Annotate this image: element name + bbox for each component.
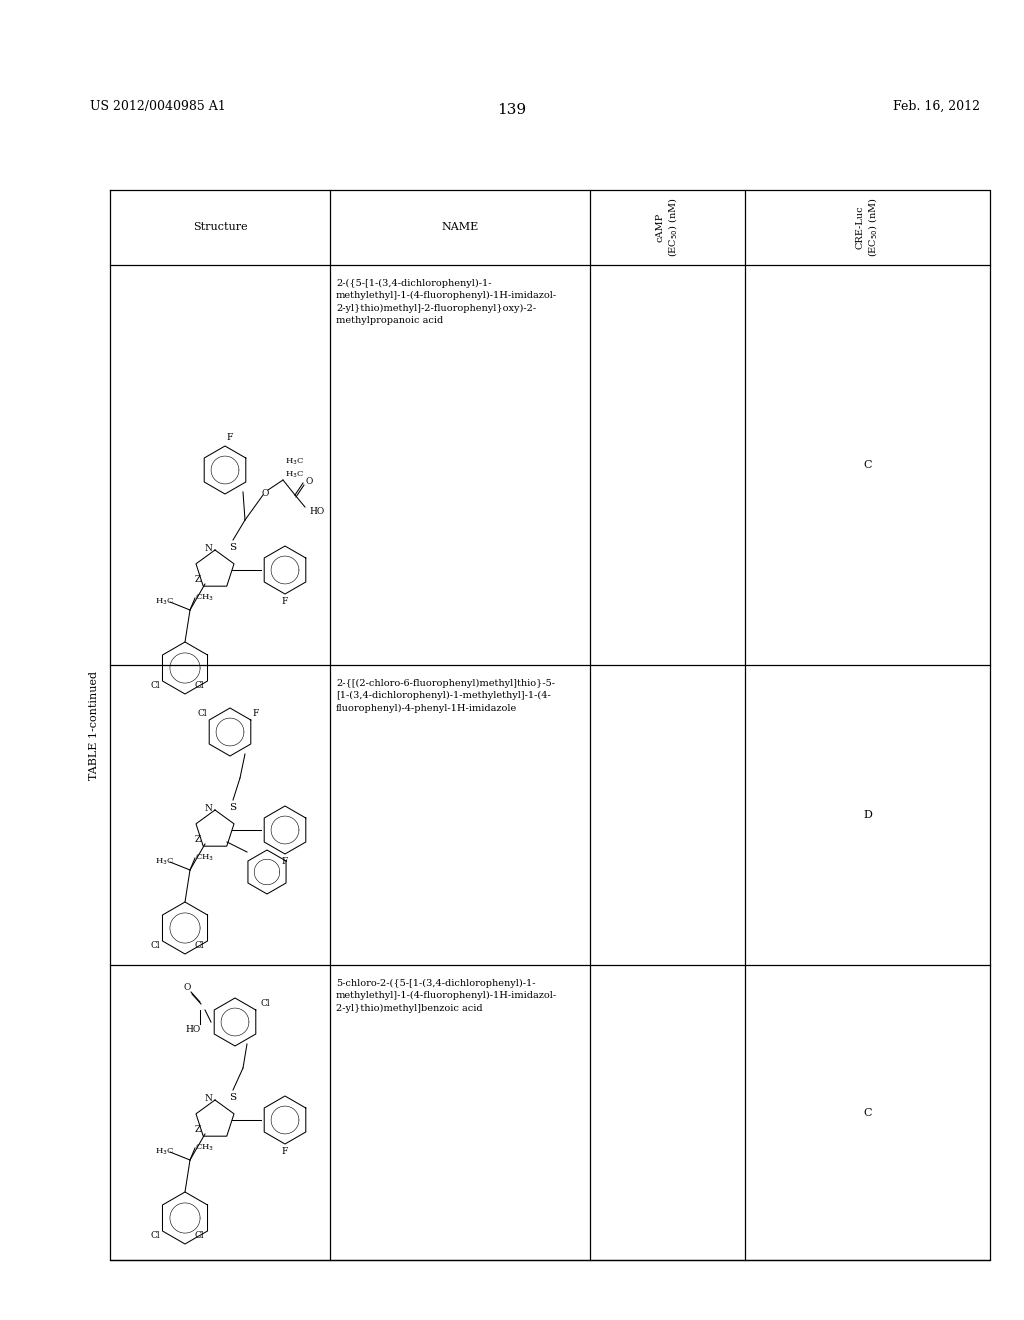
Text: O: O xyxy=(261,488,268,498)
Text: CH$_3$: CH$_3$ xyxy=(195,853,214,863)
Text: TABLE 1-continued: TABLE 1-continued xyxy=(89,671,99,780)
Text: Cl: Cl xyxy=(151,1232,160,1241)
Text: D: D xyxy=(863,810,872,820)
Text: 139: 139 xyxy=(498,103,526,117)
Text: CRE-Luc
(EC$_{50}$) (nM): CRE-Luc (EC$_{50}$) (nM) xyxy=(855,197,880,257)
Text: Cl: Cl xyxy=(198,710,207,718)
Text: Feb. 16, 2012: Feb. 16, 2012 xyxy=(893,100,980,114)
Text: cAMP
(EC$_{50}$) (nM): cAMP (EC$_{50}$) (nM) xyxy=(655,197,680,257)
Text: C: C xyxy=(863,1107,871,1118)
Text: Z: Z xyxy=(195,576,201,585)
Text: O: O xyxy=(183,983,190,993)
Text: N: N xyxy=(205,804,213,813)
Text: Z: Z xyxy=(195,836,201,845)
Text: N: N xyxy=(205,544,213,553)
Text: N: N xyxy=(205,1094,213,1104)
Text: Structure: Structure xyxy=(193,222,248,232)
Text: F: F xyxy=(282,858,288,866)
Text: CH$_3$: CH$_3$ xyxy=(195,1143,214,1154)
Text: S: S xyxy=(229,544,237,553)
Text: O: O xyxy=(305,477,312,486)
Text: 5-chloro-2-({5-[1-(3,4-dichlorophenyl)-1-
methylethyl]-1-(4-fluorophenyl)-1H-imi: 5-chloro-2-({5-[1-(3,4-dichlorophenyl)-1… xyxy=(336,979,557,1012)
Text: 2-({5-[1-(3,4-dichlorophenyl)-1-
methylethyl]-1-(4-fluorophenyl)-1H-imidazol-
2-: 2-({5-[1-(3,4-dichlorophenyl)-1- methyle… xyxy=(336,279,557,325)
Text: Cl: Cl xyxy=(195,941,204,950)
Text: HO: HO xyxy=(309,507,325,516)
Text: US 2012/0040985 A1: US 2012/0040985 A1 xyxy=(90,100,225,114)
Text: C: C xyxy=(863,459,871,470)
Text: Cl: Cl xyxy=(260,999,269,1008)
Text: F: F xyxy=(282,598,288,606)
Text: S: S xyxy=(229,1093,237,1102)
Text: H$_3$C: H$_3$C xyxy=(285,457,304,467)
Text: CH$_3$: CH$_3$ xyxy=(195,593,214,603)
Text: 2-{[(2-chloro-6-fluorophenyl)methyl]thio}-5-
[1-(3,4-dichlorophenyl)-1-methyleth: 2-{[(2-chloro-6-fluorophenyl)methyl]thio… xyxy=(336,678,555,713)
Text: HO: HO xyxy=(185,1026,201,1035)
Text: H$_3$C: H$_3$C xyxy=(156,857,175,867)
Text: S: S xyxy=(229,804,237,813)
Text: F: F xyxy=(226,433,233,442)
Text: F: F xyxy=(282,1147,288,1156)
Text: H$_3$C: H$_3$C xyxy=(285,470,304,480)
Text: Cl: Cl xyxy=(195,681,204,690)
Text: H$_3$C: H$_3$C xyxy=(156,597,175,607)
Text: NAME: NAME xyxy=(441,222,478,232)
Text: F: F xyxy=(253,710,259,718)
Text: Z: Z xyxy=(195,1126,201,1134)
Text: Cl: Cl xyxy=(151,681,160,690)
Text: Cl: Cl xyxy=(195,1232,204,1241)
Text: H$_3$C: H$_3$C xyxy=(156,1147,175,1158)
Text: Cl: Cl xyxy=(151,941,160,950)
